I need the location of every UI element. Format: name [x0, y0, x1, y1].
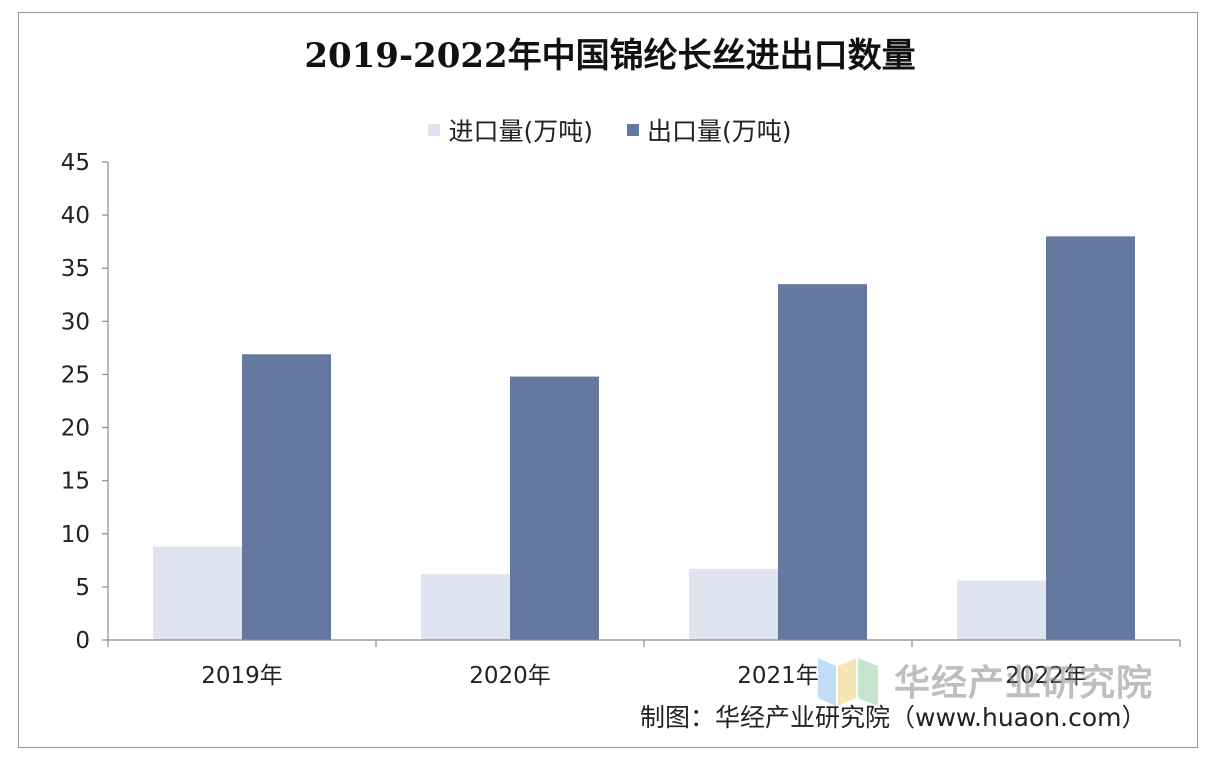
legend-label-import: 进口量(万吨) [448, 117, 593, 146]
y-tick-label: 35 [61, 256, 90, 282]
watermark-text: 华经产业研究院 [894, 663, 1154, 704]
y-tick-label: 10 [61, 522, 90, 548]
watermark-logo-icon [814, 652, 884, 708]
y-tick-label: 20 [61, 416, 90, 442]
x-tick-label: 2019年 [201, 663, 283, 689]
bar-import [689, 568, 778, 640]
chart-legend: 进口量(万吨) 出口量(万吨) [0, 112, 1220, 148]
source-note: 制图：华经产业研究院（www.huaon.com） [640, 703, 1147, 732]
y-tick-label: 25 [61, 362, 90, 388]
bar-import [153, 546, 242, 640]
bar-export [1046, 236, 1135, 640]
bar-import [957, 580, 1046, 640]
legend-item-import: 进口量(万吨) [428, 112, 593, 148]
x-tick-label: 2020年 [469, 663, 551, 689]
bar-export [510, 376, 599, 640]
bar-export [242, 354, 331, 640]
y-tick-label: 15 [61, 469, 90, 495]
x-tick-label: 2022年 [1005, 663, 1087, 689]
legend-item-export: 出口量(万吨) [627, 112, 792, 148]
legend-label-export: 出口量(万吨) [647, 117, 792, 146]
x-tick-label: 2021年 [737, 663, 819, 689]
y-tick-label: 45 [61, 150, 90, 176]
y-tick-label: 30 [61, 309, 90, 335]
bar-export [778, 284, 867, 640]
y-tick-label: 5 [75, 575, 90, 601]
y-tick-label: 0 [75, 628, 90, 654]
legend-swatch-export [627, 124, 639, 136]
watermark: 华经产业研究院 [814, 652, 1153, 708]
bar-import [421, 574, 510, 640]
legend-swatch-import [428, 124, 441, 136]
chart-title: 2019-2022年中国锦纶长丝进出口数量 [304, 36, 916, 76]
y-tick-label: 40 [61, 203, 90, 229]
